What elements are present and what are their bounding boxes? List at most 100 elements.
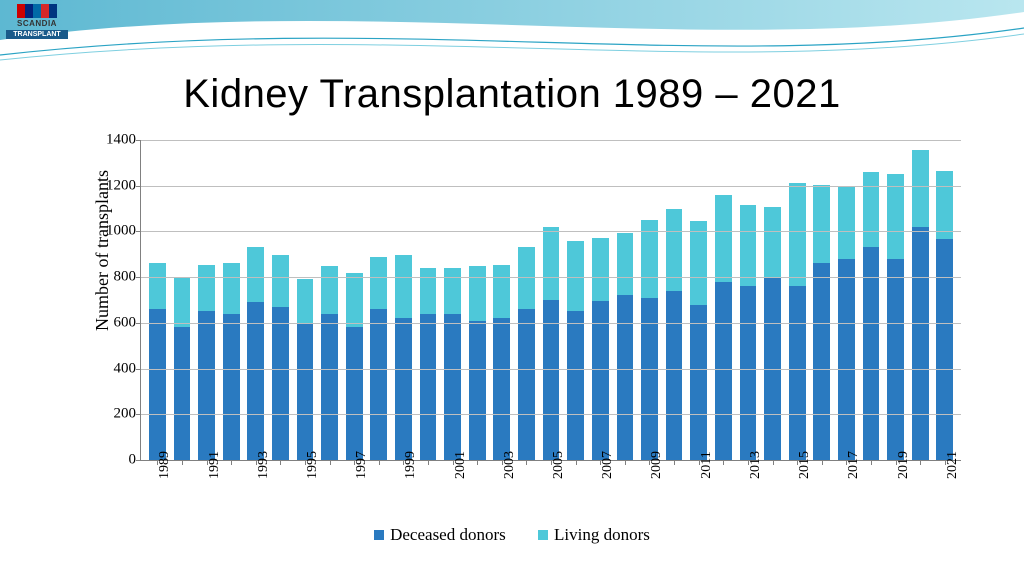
bar	[444, 268, 461, 460]
bar	[543, 227, 560, 460]
page-title: Kidney Transplantation 1989 – 2021	[0, 72, 1024, 117]
bar-segment	[617, 233, 634, 296]
bar-slot	[908, 140, 933, 460]
bar-segment	[592, 301, 609, 460]
xtick-mark	[231, 460, 232, 465]
bar-segment	[370, 257, 387, 310]
bar-slot	[416, 140, 441, 460]
bar-slot: 2017	[834, 140, 859, 460]
bar-segment	[543, 227, 560, 300]
bar-segment	[887, 174, 904, 259]
bar-slot: 2003	[490, 140, 515, 460]
bar	[297, 279, 314, 460]
bar-slot: 2007	[588, 140, 613, 460]
bar-segment	[518, 309, 535, 460]
bar-segment	[444, 268, 461, 314]
xtick-label: 2021	[945, 451, 961, 479]
bar-slot: 2011	[686, 140, 711, 460]
ytick-label: 1000	[96, 223, 136, 240]
ytick-label: 800	[96, 269, 136, 286]
gridline	[141, 414, 961, 415]
ytick-label: 600	[96, 314, 136, 331]
bar-segment	[863, 172, 880, 247]
bar-segment	[420, 268, 437, 314]
bar-segment	[395, 318, 412, 460]
bar-slot: 1997	[342, 140, 367, 460]
bar-segment	[321, 314, 338, 460]
gridline	[141, 323, 961, 324]
bar	[370, 257, 387, 460]
bar-slot: 2009	[637, 140, 662, 460]
bar-segment	[493, 318, 510, 460]
bar-segment	[617, 295, 634, 460]
bar-slot	[662, 140, 687, 460]
bar-slot	[859, 140, 884, 460]
bar-slot	[366, 140, 391, 460]
bar	[149, 263, 166, 460]
bar-segment	[887, 259, 904, 460]
bar-slot	[760, 140, 785, 460]
bar-slot	[219, 140, 244, 460]
xtick-mark	[773, 460, 774, 465]
bar-segment	[715, 282, 732, 460]
bar	[395, 255, 412, 460]
ytick-label: 200	[96, 406, 136, 423]
bar-slot	[613, 140, 638, 460]
bar-segment	[740, 205, 757, 286]
gridline	[141, 369, 961, 370]
xtick-mark	[428, 460, 429, 465]
bar-segment	[813, 263, 830, 460]
ytick-label: 0	[96, 452, 136, 469]
bar-segment	[912, 150, 929, 227]
bar-slot: 2001	[440, 140, 465, 460]
bar-slot: 2013	[736, 140, 761, 460]
logo: SCANDIA TRANSPLANT	[6, 4, 68, 54]
bar-segment	[321, 266, 338, 314]
bar-segment	[863, 247, 880, 460]
bar	[863, 172, 880, 460]
bar-segment	[297, 279, 314, 322]
chart-plot: 1989199119931995199719992001200320052007…	[140, 140, 961, 461]
ytick-mark	[136, 369, 141, 370]
legend-item-deceased: Deceased donors	[374, 525, 506, 545]
bar-segment	[149, 263, 166, 309]
ytick-mark	[136, 414, 141, 415]
xtick-mark	[330, 460, 331, 465]
legend-swatch-deceased	[374, 530, 384, 540]
bar-segment	[764, 207, 781, 277]
bar-segment	[420, 314, 437, 460]
bar	[715, 195, 732, 460]
bar	[272, 255, 289, 460]
bar-slot: 1989	[145, 140, 170, 460]
bar	[469, 266, 486, 460]
bar-segment	[543, 300, 560, 460]
bar-segment	[789, 286, 806, 460]
bar-segment	[936, 239, 953, 460]
bar-segment	[469, 266, 486, 321]
legend-swatch-living	[538, 530, 548, 540]
bar	[789, 183, 806, 460]
bar-slot: 1999	[391, 140, 416, 460]
bar	[567, 241, 584, 460]
legend-label-living: Living donors	[554, 525, 650, 545]
xtick-mark	[625, 460, 626, 465]
legend: Deceased donors Living donors	[0, 525, 1024, 545]
bar-segment	[149, 309, 166, 460]
chart-bars: 1989199119931995199719992001200320052007…	[141, 140, 961, 460]
bar-segment	[247, 247, 264, 302]
ytick-label: 1400	[96, 132, 136, 149]
ytick-mark	[136, 140, 141, 141]
ytick-mark	[136, 186, 141, 187]
bar-segment	[567, 241, 584, 312]
bar-slot	[809, 140, 834, 460]
chart: Number of transplants 198919911993199519…	[90, 140, 960, 520]
gridline	[141, 231, 961, 232]
logo-flags-icon	[17, 4, 57, 18]
bar-segment	[370, 309, 387, 460]
ytick-label: 1200	[96, 177, 136, 194]
bar-segment	[567, 311, 584, 460]
bar-segment	[198, 311, 215, 460]
ytick-label: 400	[96, 360, 136, 377]
xtick-mark	[477, 460, 478, 465]
logo-brand: SCANDIA	[6, 20, 68, 29]
